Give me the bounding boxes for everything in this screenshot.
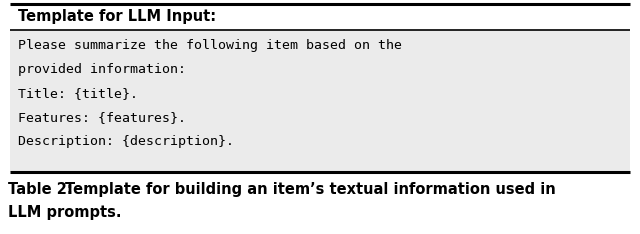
- Text: Table 2:: Table 2:: [8, 182, 78, 197]
- Text: Description: {description}.: Description: {description}.: [18, 135, 234, 149]
- Text: LLM prompts.: LLM prompts.: [8, 205, 122, 220]
- Text: Please summarize the following item based on the: Please summarize the following item base…: [18, 40, 402, 52]
- Text: Template for LLM Input:: Template for LLM Input:: [18, 10, 216, 25]
- Text: Template for building an item’s textual information used in: Template for building an item’s textual …: [65, 182, 556, 197]
- Text: Features: {features}.: Features: {features}.: [18, 111, 186, 124]
- Text: Title: {title}.: Title: {title}.: [18, 88, 138, 100]
- Text: provided information:: provided information:: [18, 63, 186, 77]
